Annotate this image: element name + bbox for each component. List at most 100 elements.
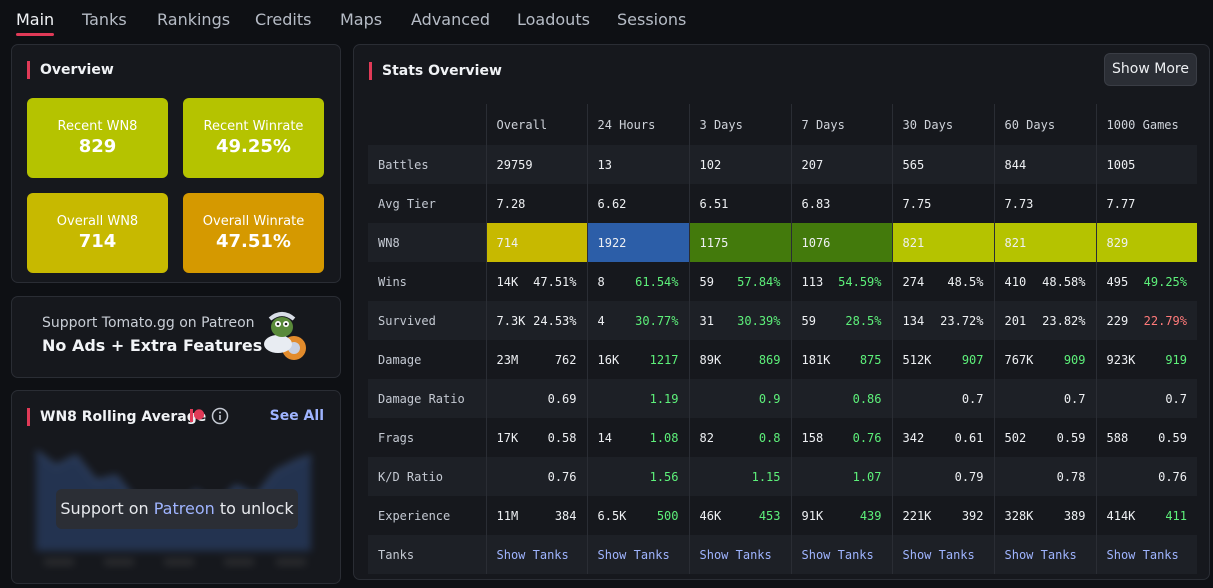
stats-cell-secondary: 0.79	[954, 469, 984, 484]
stats-cell-value: 414K	[1106, 508, 1136, 523]
see-all-link[interactable]: See All	[269, 408, 324, 424]
stats-cell-values: 29759	[497, 158, 577, 172]
show-tanks-link[interactable]: Show Tanks	[1004, 547, 1077, 562]
stats-cell-value: 59	[801, 313, 816, 328]
stats-cell-secondary: 0.9	[758, 391, 781, 406]
stats-overview-card: Stats Overview Show More Overall 24 Hours…	[353, 44, 1210, 580]
stats-cell-values: 1005	[1107, 158, 1188, 172]
show-more-button[interactable]: Show More	[1104, 53, 1197, 86]
stats-cell-secondary: 0.76	[1158, 469, 1187, 484]
stats-cell-values: 1.19	[598, 392, 679, 406]
stats-header-blank	[368, 104, 486, 145]
tab-loadouts[interactable]: Loadouts	[517, 10, 590, 29]
tile-value: 47.51%	[216, 231, 291, 252]
unlock-text-pre: Support on	[60, 499, 149, 518]
stats-cell-value: 46K	[699, 508, 722, 523]
unlock-text-post: to unlock	[219, 499, 294, 518]
tab-sessions[interactable]: Sessions	[617, 10, 687, 29]
stats-cell-secondary: 0.7	[1063, 391, 1086, 406]
info-icon[interactable]	[211, 407, 229, 425]
stats-cell-values: 31 30.39%	[700, 314, 781, 328]
stats-cell: 7.28	[485, 184, 587, 223]
stats-column-header: 7 Days	[790, 104, 892, 145]
stats-cell-values: 0.76	[497, 470, 577, 484]
stats-cell-values: 201 23.82%	[1005, 314, 1086, 328]
stats-cell-secondary: 500	[656, 508, 679, 523]
stats-cell-value: 410	[1004, 274, 1027, 289]
stats-cell-values: 113 54.59%	[802, 275, 882, 289]
stats-row-label: Damage	[378, 352, 422, 367]
wn8-cell: 1922	[586, 223, 689, 262]
stats-cell-values: 91K 439	[802, 509, 882, 523]
show-tanks-link[interactable]: Show Tanks	[801, 547, 874, 562]
stats-cell-values: 16K 1217	[598, 353, 679, 367]
stats-cell-secondary: 411	[1165, 508, 1187, 523]
show-tanks-link[interactable]: Show Tanks	[699, 547, 772, 562]
stats-cell: 46K 453	[688, 496, 791, 535]
tab-credits[interactable]: Credits	[255, 10, 312, 29]
stats-row: Damage 23M 762 16K 1217 89K 869 181K 875 512K 907 7…	[368, 340, 1197, 379]
wn8-cell: 821	[993, 223, 1096, 262]
stats-cell-values: 7.3K 24.53%	[497, 314, 577, 328]
stats-cell-value: 7.3K	[496, 313, 526, 328]
stats-cell: 17K 0.58	[485, 418, 587, 457]
stats-cell: 229 22.79%	[1095, 301, 1197, 340]
stats-cell-secondary: 0.76	[547, 469, 577, 484]
stats-cell-value: 342	[902, 430, 925, 445]
stats-cell-secondary: 869	[758, 352, 781, 367]
stats-cell: 158 0.76	[790, 418, 892, 457]
stats-cell-values: 923K 919	[1107, 353, 1188, 367]
stats-cell: 89K 869	[688, 340, 791, 379]
stats-cell-secondary: 28.5%	[845, 313, 882, 328]
stats-cell: 7.75	[891, 184, 994, 223]
stats-cell-values: 502 0.59	[1005, 431, 1086, 445]
patreon-link[interactable]: Patreon	[153, 499, 215, 518]
stats-cell-values: 512K 907	[903, 353, 984, 367]
show-tanks-link[interactable]: Show Tanks	[1106, 547, 1179, 562]
show-tanks-link[interactable]: Show Tanks	[597, 547, 670, 562]
tab-rankings[interactable]: Rankings	[157, 10, 231, 29]
stats-cell-secondary: 1.15	[751, 469, 781, 484]
stats-cell-value: 844	[1004, 157, 1027, 172]
stats-row: Avg Tier 7.28 6.62 6.51 6.83 7.75 7.73 7.77	[368, 184, 1197, 223]
stats-column-header: Overall	[485, 104, 587, 145]
stats-cell: Show Tanks	[993, 535, 1096, 574]
tab-tanks[interactable]: Tanks	[82, 10, 127, 29]
tile-label: Recent WN8	[57, 119, 138, 134]
stats-row-label: Battles	[368, 145, 486, 184]
tab-advanced[interactable]: Advanced	[411, 10, 491, 29]
stats-cell-secondary: 49.25%	[1143, 274, 1187, 289]
show-tanks-link[interactable]: Show Tanks	[902, 547, 975, 562]
nav-tabs: Main Tanks Rankings Credits Maps Advance…	[0, 0, 1213, 40]
stats-row-label: Experience	[378, 508, 451, 523]
tomato-mascot-icon	[264, 312, 306, 360]
stats-cell: 201 23.82%	[993, 301, 1096, 340]
stats-cell: 0.7	[1095, 379, 1197, 418]
stats-column-header: 3 Days	[688, 104, 791, 145]
stats-cell-secondary: 389	[1063, 508, 1086, 523]
overview-title: Overview	[27, 61, 114, 79]
patreon-card[interactable]: Support Tomato.gg on Patreon No Ads + Ex…	[11, 296, 341, 378]
stats-cell-values: 11M 384	[497, 509, 577, 523]
stats-cell-value: 23M	[496, 352, 519, 367]
stats-cell-values: 844	[1005, 158, 1086, 172]
stats-cell-values: 0.7	[903, 392, 984, 406]
stats-cell-values: 1.15	[700, 470, 781, 484]
stats-cell-secondary: 0.7	[1165, 391, 1187, 406]
stats-cell-values: 221K 392	[903, 509, 984, 523]
stats-cell: 1005	[1095, 145, 1197, 184]
stats-cell-value: 91K	[801, 508, 824, 523]
stats-cell-value: 767K	[1004, 352, 1034, 367]
stats-row-label: Frags	[378, 430, 415, 445]
stats-cell-value: 158	[801, 430, 824, 445]
stats-cell-value: 134	[902, 313, 925, 328]
stats-cell: 207	[790, 145, 892, 184]
stats-cell-values: 46K 453	[700, 509, 781, 523]
tab-maps[interactable]: Maps	[340, 10, 383, 29]
stats-cell-value: 502	[1004, 430, 1027, 445]
show-tanks-link[interactable]: Show Tanks	[496, 547, 569, 562]
stats-cell: Show Tanks	[485, 535, 587, 574]
stats-column-header: 60 Days	[993, 104, 1096, 145]
stats-cell-secondary: 919	[1165, 352, 1187, 367]
tab-main[interactable]: Main	[16, 10, 55, 36]
